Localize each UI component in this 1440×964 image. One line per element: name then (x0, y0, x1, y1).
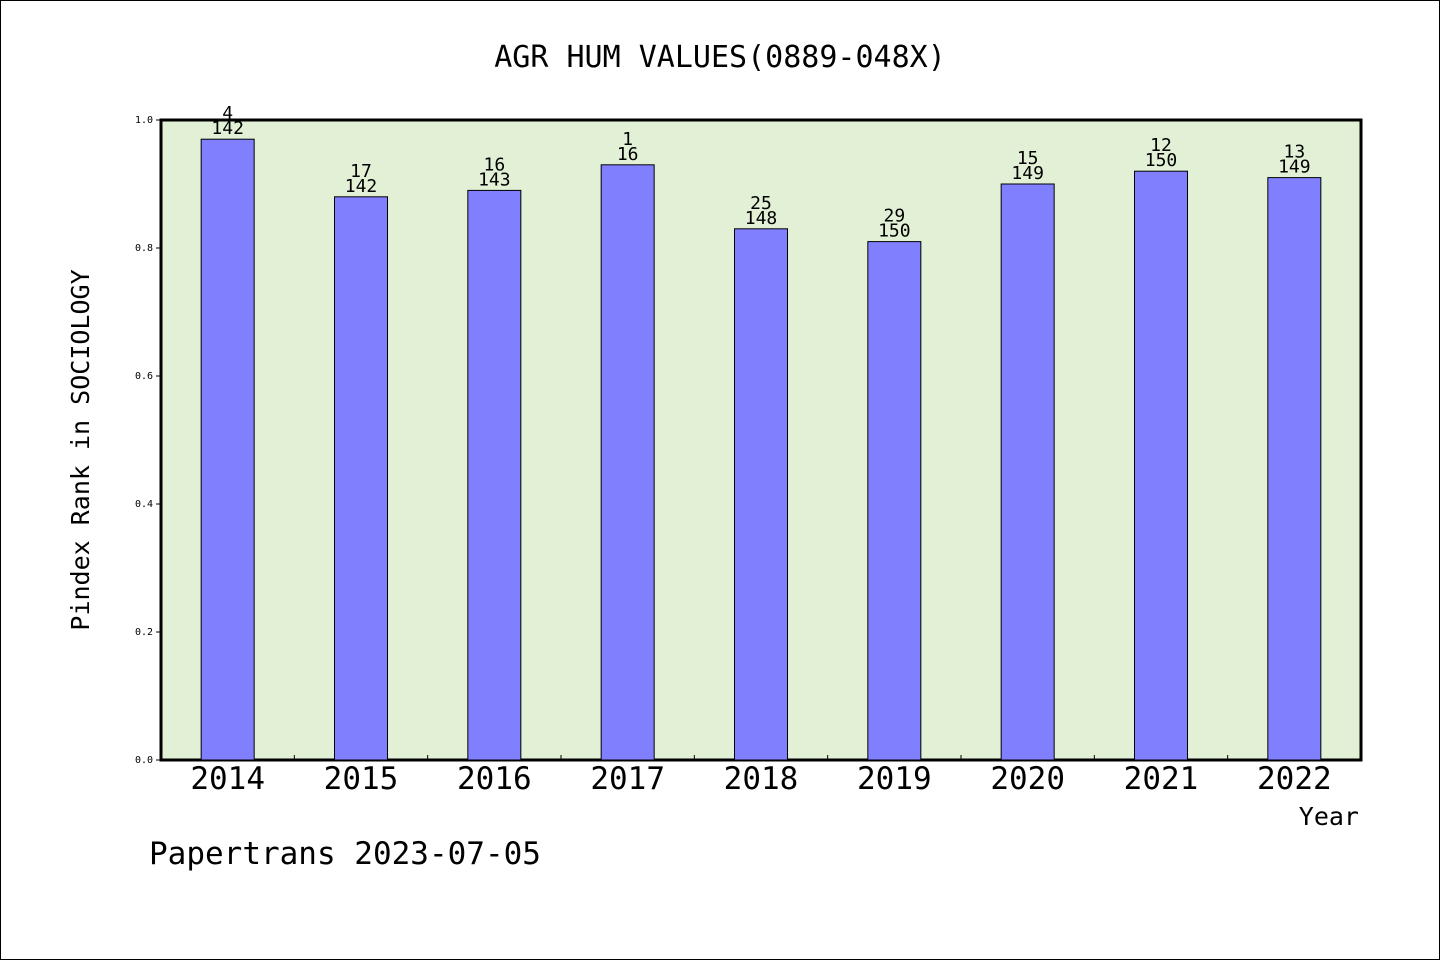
bar-2016 (467, 189, 522, 761)
bar-2022 (1267, 177, 1322, 761)
x-tick-label: 2016 (457, 761, 532, 797)
footer-watermark: Papertrans 2023-07-05 (149, 836, 541, 872)
y-tick-label: 0.8 (135, 243, 153, 254)
y-tick-label: 0.2 (135, 627, 153, 638)
x-axis: 2014 2015 2016 2017 2018 2019 2020 2021 2022 (190, 755, 1332, 797)
data-label-total: 142 (211, 118, 244, 139)
data-label-rank: 25 (750, 193, 772, 214)
bar-2018 (734, 228, 788, 761)
data-label-total: 149 (1011, 163, 1044, 184)
x-axis-label: Year (1299, 802, 1359, 831)
y-axis: 0.0 0.2 0.4 0.6 0.8 1.0 (135, 115, 161, 766)
data-label-total: 150 (878, 221, 911, 242)
data-label-total: 143 (478, 169, 511, 190)
y-tick-label: 1.0 (135, 115, 153, 126)
data-label-total: 149 (1278, 157, 1311, 178)
data-label-rank: 17 (350, 161, 372, 182)
data-label-rank: 15 (1017, 148, 1039, 169)
y-tick-label: 0.0 (135, 755, 153, 766)
bar-2017 (600, 164, 655, 761)
x-tick-label: 2017 (590, 761, 665, 797)
bar-2020 (1000, 183, 1055, 761)
data-label-total: 150 (1145, 150, 1178, 171)
x-tick-label: 2015 (324, 761, 399, 797)
data-label-rank: 29 (883, 206, 905, 227)
x-tick-label: 2014 (190, 761, 265, 797)
x-tick-label: 2018 (724, 761, 799, 797)
chart-title: AGR HUM VALUES(0889-048X) (494, 40, 946, 75)
y-tick-label: 0.4 (135, 499, 153, 510)
bar-2015 (334, 196, 388, 761)
bar-2019 (867, 241, 922, 761)
y-axis-label: Pindex Rank in SOCIOLOGY (66, 269, 95, 630)
data-label-rank: 13 (1283, 142, 1305, 163)
x-tick-label: 2019 (857, 761, 932, 797)
data-label-total: 16 (617, 144, 639, 165)
x-tick-label: 2020 (990, 761, 1065, 797)
x-tick-label: 2021 (1124, 761, 1199, 797)
bar-2014 (200, 138, 255, 761)
bar-2021 (1134, 170, 1188, 761)
y-tick-label: 0.6 (135, 371, 153, 382)
data-label-rank: 16 (483, 154, 505, 175)
data-label-rank: 1 (622, 129, 633, 150)
data-label-rank: 12 (1150, 135, 1172, 156)
data-label-total: 148 (745, 208, 778, 229)
data-label-rank: 4 (222, 103, 233, 124)
x-tick-label: 2022 (1257, 761, 1332, 797)
data-label-total: 142 (345, 176, 378, 197)
